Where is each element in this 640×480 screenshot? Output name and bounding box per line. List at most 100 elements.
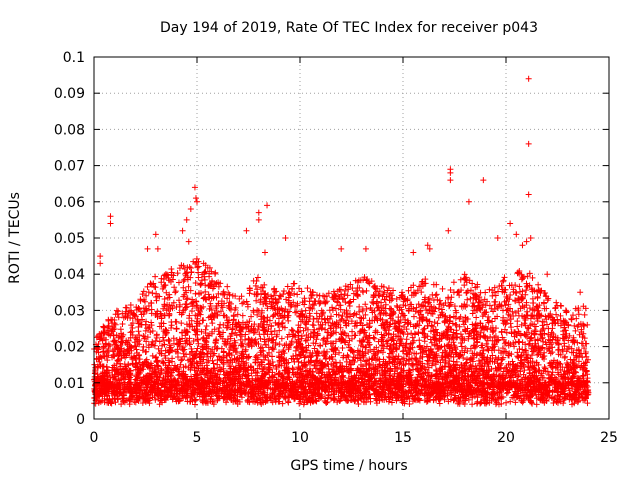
data-point xyxy=(461,271,468,278)
data-point xyxy=(516,339,523,346)
data-point xyxy=(450,279,457,286)
data-point xyxy=(270,346,277,353)
data-point xyxy=(188,317,195,324)
data-point xyxy=(414,287,421,294)
data-point xyxy=(500,277,507,284)
data-point xyxy=(253,297,260,304)
data-point xyxy=(553,311,560,318)
data-point xyxy=(317,299,324,306)
data-point xyxy=(408,330,415,337)
data-point xyxy=(149,290,156,297)
data-point xyxy=(145,303,152,310)
data-point xyxy=(469,401,476,408)
data-point xyxy=(503,307,510,314)
data-point xyxy=(489,318,496,325)
data-point xyxy=(248,313,255,320)
data-point xyxy=(293,344,300,351)
data-point xyxy=(334,399,341,406)
data-point xyxy=(108,400,115,407)
data-point xyxy=(185,283,192,290)
data-point xyxy=(178,320,185,327)
data-point xyxy=(302,307,309,314)
data-point xyxy=(464,356,471,363)
data-point xyxy=(507,320,514,327)
data-point xyxy=(358,342,365,349)
data-point xyxy=(336,349,343,356)
data-point xyxy=(173,325,180,332)
data-point xyxy=(399,348,406,355)
data-point xyxy=(113,307,120,314)
data-point xyxy=(176,301,183,308)
data-point xyxy=(413,304,420,311)
data-point xyxy=(403,350,410,357)
data-point xyxy=(456,323,463,330)
data-point xyxy=(270,292,277,299)
data-point xyxy=(357,314,364,321)
data-point xyxy=(322,299,329,306)
data-point xyxy=(212,269,219,276)
data-point xyxy=(533,401,540,408)
data-point xyxy=(513,290,520,297)
data-point xyxy=(143,348,150,355)
data-point xyxy=(382,301,389,308)
data-point xyxy=(339,313,346,320)
data-point xyxy=(341,295,348,302)
data-point xyxy=(115,314,122,321)
data-point xyxy=(325,361,332,368)
data-point xyxy=(143,338,150,345)
data-point xyxy=(394,364,401,371)
data-point xyxy=(173,303,180,310)
data-point xyxy=(303,347,310,354)
data-point xyxy=(503,399,510,406)
data-point xyxy=(160,337,167,344)
data-point xyxy=(423,343,430,350)
data-point xyxy=(478,399,485,406)
data-point xyxy=(464,296,471,303)
data-point xyxy=(457,313,464,320)
data-point xyxy=(424,361,431,368)
data-point xyxy=(516,283,523,290)
data-point xyxy=(280,347,287,354)
data-point xyxy=(457,276,464,283)
data-point xyxy=(220,288,227,295)
data-point xyxy=(473,314,480,321)
data-point xyxy=(393,302,400,309)
data-point xyxy=(294,291,301,298)
data-point xyxy=(286,289,293,296)
data-point xyxy=(282,395,289,402)
data-point xyxy=(278,335,285,342)
data-point xyxy=(313,310,320,317)
data-point xyxy=(239,312,246,319)
data-point xyxy=(472,343,479,350)
data-point xyxy=(337,286,344,293)
data-point xyxy=(428,339,435,346)
data-point xyxy=(161,296,168,303)
data-point xyxy=(285,317,292,324)
data-point xyxy=(360,289,367,296)
data-point xyxy=(128,328,135,335)
data-point xyxy=(457,340,464,347)
data-point xyxy=(179,356,186,363)
data-point xyxy=(541,330,548,337)
data-point xyxy=(201,270,208,277)
data-point xyxy=(345,332,352,339)
data-point xyxy=(477,289,484,296)
data-point xyxy=(581,311,588,318)
data-point xyxy=(220,329,227,336)
data-point xyxy=(149,328,156,335)
data-point xyxy=(342,299,349,306)
data-point xyxy=(371,292,378,299)
data-point xyxy=(369,299,376,306)
data-point xyxy=(302,337,309,344)
data-point xyxy=(239,300,246,307)
data-point xyxy=(553,299,560,306)
data-point xyxy=(410,313,417,320)
data-point xyxy=(271,328,278,335)
data-point xyxy=(440,302,447,309)
data-point xyxy=(216,324,223,331)
data-point xyxy=(578,326,585,333)
data-point xyxy=(189,296,196,303)
data-point xyxy=(188,308,195,315)
data-point xyxy=(292,309,299,316)
data-point xyxy=(176,297,183,304)
